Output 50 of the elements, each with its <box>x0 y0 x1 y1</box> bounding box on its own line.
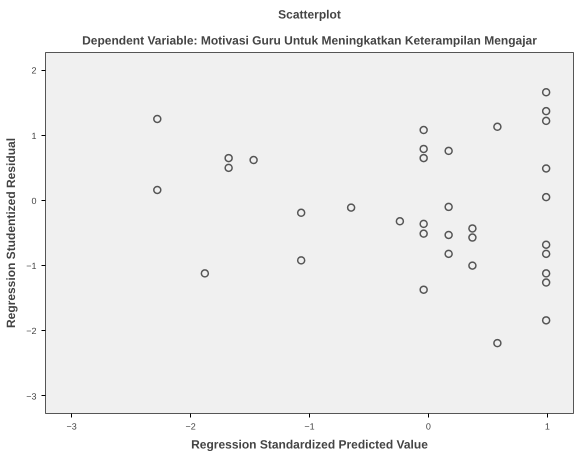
point <box>419 126 428 134</box>
point <box>468 261 477 270</box>
point <box>346 203 356 212</box>
point <box>542 116 550 126</box>
point <box>224 164 233 172</box>
point <box>542 250 550 258</box>
y-tick-label: 2 <box>31 66 37 76</box>
y-axis-title: Regression Studentized Residual <box>4 138 18 328</box>
point <box>296 256 306 265</box>
point <box>419 154 428 162</box>
point <box>493 122 502 132</box>
x-tick-label: 1 <box>544 422 550 432</box>
point <box>153 186 162 194</box>
x-tick-label: −2 <box>185 422 196 432</box>
point <box>200 269 210 278</box>
point <box>444 230 453 240</box>
y-tick-label: −3 <box>26 391 37 402</box>
point <box>468 224 477 233</box>
point <box>542 278 550 287</box>
y-tick-label: −2 <box>26 326 37 336</box>
point <box>542 164 550 173</box>
y-tick-label: 0 <box>31 196 37 206</box>
point <box>419 229 428 238</box>
point <box>419 220 428 228</box>
point <box>468 233 477 242</box>
x-tick-label: −1 <box>304 422 315 432</box>
y-tick-label: 1 <box>31 130 37 141</box>
point <box>444 250 453 258</box>
point <box>249 156 258 164</box>
point <box>224 154 233 162</box>
point <box>542 192 550 202</box>
point <box>444 146 453 156</box>
point <box>542 269 550 278</box>
x-axis-title: Regression Standardized Predicted Value <box>191 438 428 452</box>
point <box>542 106 550 116</box>
x-tick-label: 0 <box>426 422 431 432</box>
point <box>542 88 550 96</box>
point <box>153 114 162 124</box>
point <box>542 240 550 249</box>
point <box>444 202 453 212</box>
point <box>396 217 404 226</box>
point <box>542 316 550 325</box>
point <box>419 285 428 294</box>
x-tick-label: −3 <box>66 422 77 432</box>
y-tick-label: −1 <box>26 261 37 272</box>
point <box>419 144 428 154</box>
point <box>493 338 502 348</box>
point <box>296 208 306 218</box>
chart-subtitle: Dependent Variable: Motivasi Guru Untuk Meningkatkan Keterampilan Mengajar <box>82 34 538 48</box>
chart-title: Scatterplot <box>278 8 341 22</box>
